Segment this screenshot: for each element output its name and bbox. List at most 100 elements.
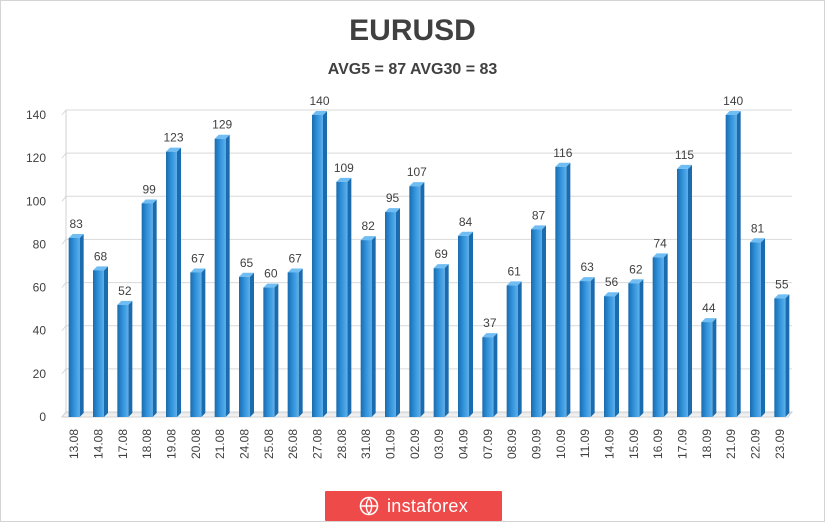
gridline-depth — [61, 239, 67, 245]
bar — [409, 186, 421, 417]
bar-top — [385, 208, 400, 213]
chart-title: EURUSD — [349, 14, 476, 47]
data-label: 81 — [751, 221, 765, 235]
bar — [141, 203, 153, 417]
data-label: 116 — [553, 146, 572, 160]
bar — [336, 181, 348, 417]
bar-top — [263, 283, 279, 288]
bar-top — [604, 292, 619, 297]
data-label: 65 — [240, 256, 254, 270]
x-tick-label: 01.09 — [384, 429, 398, 459]
bar-side — [736, 111, 741, 417]
bar-top — [287, 268, 303, 273]
x-tick-label: 13.08 — [67, 429, 81, 459]
bar — [677, 168, 688, 417]
bar-side — [347, 177, 352, 417]
x-tick-label: 14.08 — [92, 429, 106, 459]
bar-top — [628, 279, 644, 284]
data-label: 115 — [675, 148, 694, 162]
x-tick-label: 09.09 — [530, 429, 544, 459]
bar-top — [579, 277, 595, 282]
bar-top — [336, 177, 352, 182]
bar-top — [190, 268, 206, 273]
bar — [628, 283, 640, 417]
data-label: 55 — [775, 277, 789, 291]
x-tick-label: 26.08 — [286, 429, 300, 459]
data-label: 140 — [309, 94, 329, 108]
bar-side — [79, 233, 84, 417]
x-tick-label: 08.09 — [505, 429, 519, 459]
y-tick-label: 40 — [33, 324, 47, 338]
x-tick-label: 07.09 — [481, 429, 495, 459]
bar-side — [639, 279, 644, 417]
bar — [531, 229, 542, 417]
bar-top — [214, 134, 230, 139]
bar-top — [506, 281, 522, 286]
data-label: 123 — [163, 131, 183, 145]
y-tick-label: 20 — [33, 367, 47, 381]
bar-side — [517, 281, 522, 417]
bar-top — [555, 162, 571, 167]
bar — [604, 296, 615, 417]
x-tick-label: 23.09 — [773, 429, 787, 459]
x-tick-label: 31.08 — [359, 429, 373, 459]
bar-side — [323, 111, 327, 417]
x-tick-label: 03.09 — [432, 429, 446, 459]
instaforex-logo-icon — [359, 496, 379, 516]
bar — [701, 322, 713, 417]
bar-top — [458, 231, 473, 236]
bar — [774, 298, 786, 417]
y-tick-label: 100 — [26, 194, 46, 208]
bar — [725, 115, 737, 417]
x-tick-label: 28.08 — [335, 429, 349, 459]
bar-top — [68, 233, 84, 238]
x-tick-label: 14.09 — [603, 429, 617, 459]
bar-side — [761, 238, 765, 417]
x-tick-label: 02.09 — [408, 429, 422, 459]
bar-top — [531, 225, 546, 230]
x-tick-label: 25.08 — [262, 429, 276, 459]
data-label: 109 — [334, 161, 354, 175]
bar — [312, 115, 323, 417]
data-label: 87 — [532, 208, 546, 222]
y-tick-label: 0 — [39, 410, 46, 424]
data-label: 129 — [212, 118, 232, 132]
bar — [433, 268, 445, 417]
bar-side — [274, 283, 279, 417]
y-tick-label: 120 — [26, 151, 46, 165]
bar-side — [542, 225, 546, 417]
bar — [239, 276, 250, 417]
data-label: 95 — [386, 191, 400, 205]
instaforex-watermark: instaforex — [325, 491, 502, 521]
bar-top — [725, 111, 741, 115]
bar-side — [469, 231, 473, 417]
bar — [287, 272, 299, 417]
data-label: 63 — [580, 260, 594, 274]
x-tick-label: 17.08 — [116, 429, 130, 459]
bar-top — [93, 266, 108, 271]
data-label: 67 — [191, 251, 205, 265]
bar-side — [712, 318, 717, 417]
bar-top — [677, 164, 692, 169]
bar-side — [298, 268, 303, 417]
bar-side — [566, 162, 571, 417]
x-tick-label: 22.09 — [749, 429, 763, 459]
data-label: 62 — [629, 262, 643, 276]
bar-side — [493, 333, 498, 417]
data-label: 61 — [507, 264, 521, 278]
bar-side — [128, 300, 133, 417]
bar-side — [177, 147, 181, 417]
bar-side — [152, 199, 157, 417]
bar-top — [141, 199, 157, 204]
bar-side — [250, 272, 254, 417]
bar — [506, 285, 518, 417]
bar — [93, 270, 104, 417]
bar — [458, 235, 469, 417]
bar-side — [688, 164, 692, 417]
x-tick-label: 04.09 — [457, 429, 471, 459]
x-tick-label: 17.09 — [676, 429, 690, 459]
bar — [360, 240, 372, 417]
x-tick-label: 10.09 — [554, 429, 568, 459]
bar-side — [420, 182, 425, 417]
bar — [117, 304, 129, 417]
